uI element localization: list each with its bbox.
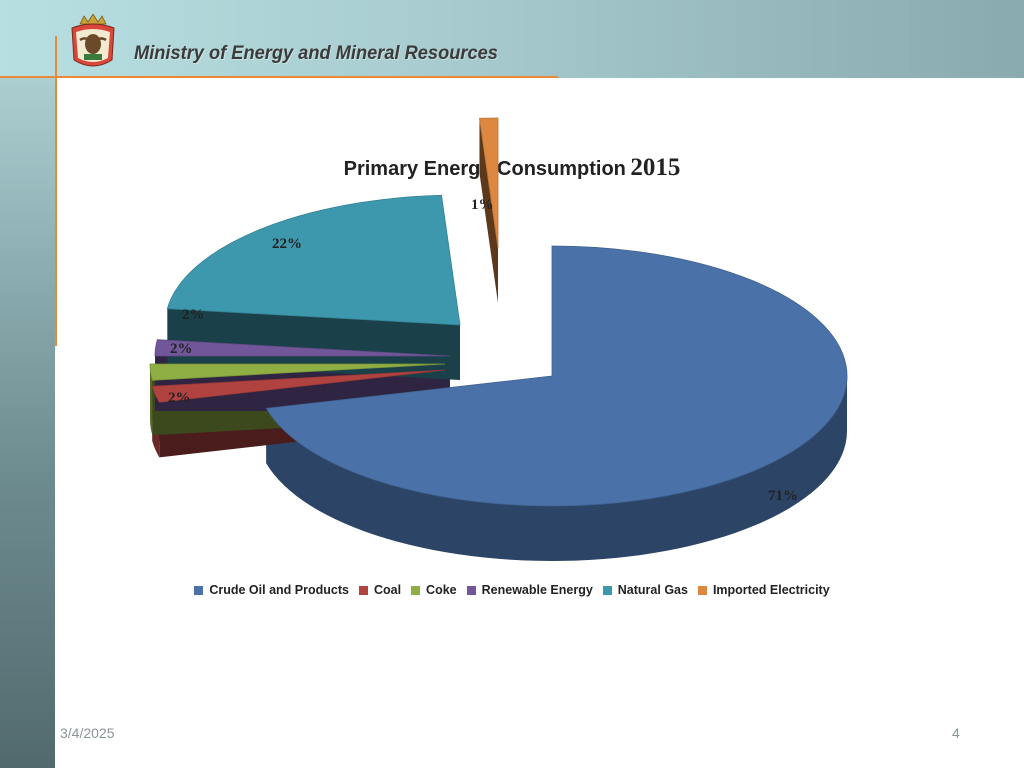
legend-swatch	[697, 585, 707, 595]
legend-swatch	[194, 585, 204, 595]
legend-swatch	[466, 585, 476, 595]
legend-label: Renewable Energy	[481, 583, 593, 597]
pie-slice-crude-oil-and-products	[265, 245, 848, 507]
legend-label: Crude Oil and Products	[209, 583, 349, 597]
legend-label: Imported Electricity	[712, 583, 830, 597]
pie-slice-imported-electricity	[479, 117, 499, 249]
legend-swatch	[602, 585, 612, 595]
data-label-imported-electricity: 1%	[471, 197, 494, 213]
pie-slice-coal	[151, 369, 446, 403]
legend-swatch	[358, 585, 368, 595]
pie-slice-edge-imported-electricity-0	[479, 118, 498, 303]
data-label-crude-oil-and-products: 71%	[768, 488, 798, 504]
legend-label: Natural Gas	[617, 583, 688, 597]
legend-label: Coke	[426, 583, 457, 597]
page-number: 4	[952, 725, 960, 741]
left-decorative-band	[0, 0, 55, 768]
legend-item: Renewable Energy	[466, 583, 593, 597]
left-divider	[55, 36, 57, 346]
chart-title-year: 2015	[630, 154, 681, 181]
pie-slice-natural-gas	[166, 194, 461, 326]
pie-slice-renewable-energy	[154, 339, 451, 357]
header-band	[0, 0, 1024, 78]
legend-item: Imported Electricity	[697, 583, 830, 597]
data-label-natural-gas: 22%	[272, 236, 302, 252]
pie-slice-coke	[149, 363, 446, 381]
legend-item: Crude Oil and Products	[194, 583, 349, 597]
pie-tops	[149, 117, 848, 507]
data-label-renewable-energy: 2%	[182, 307, 205, 323]
legend-item: Coke	[411, 583, 457, 597]
legend-label: Coal	[373, 583, 402, 597]
ministry-title: Ministry of Energy and Mineral Resources	[134, 43, 498, 64]
pie-slice-edge-natural-gas-0	[167, 308, 460, 380]
pie-slice-side-crude-oil-and-products-0	[266, 376, 848, 562]
pie-slice-side-coke-0	[150, 364, 153, 436]
legend-swatch	[411, 585, 421, 595]
legend-item: Natural Gas	[602, 583, 688, 597]
footer-date: 3/4/2025	[60, 725, 115, 741]
header-divider	[0, 76, 558, 78]
legend-item: Coal	[358, 583, 402, 597]
data-label-coke: 2%	[170, 341, 193, 357]
chart-legend: Crude Oil and Products Coal Coke Renewable …	[0, 583, 1024, 597]
data-label-coal: 2%	[168, 390, 191, 406]
jordan-coat-of-arms-icon	[71, 14, 115, 67]
